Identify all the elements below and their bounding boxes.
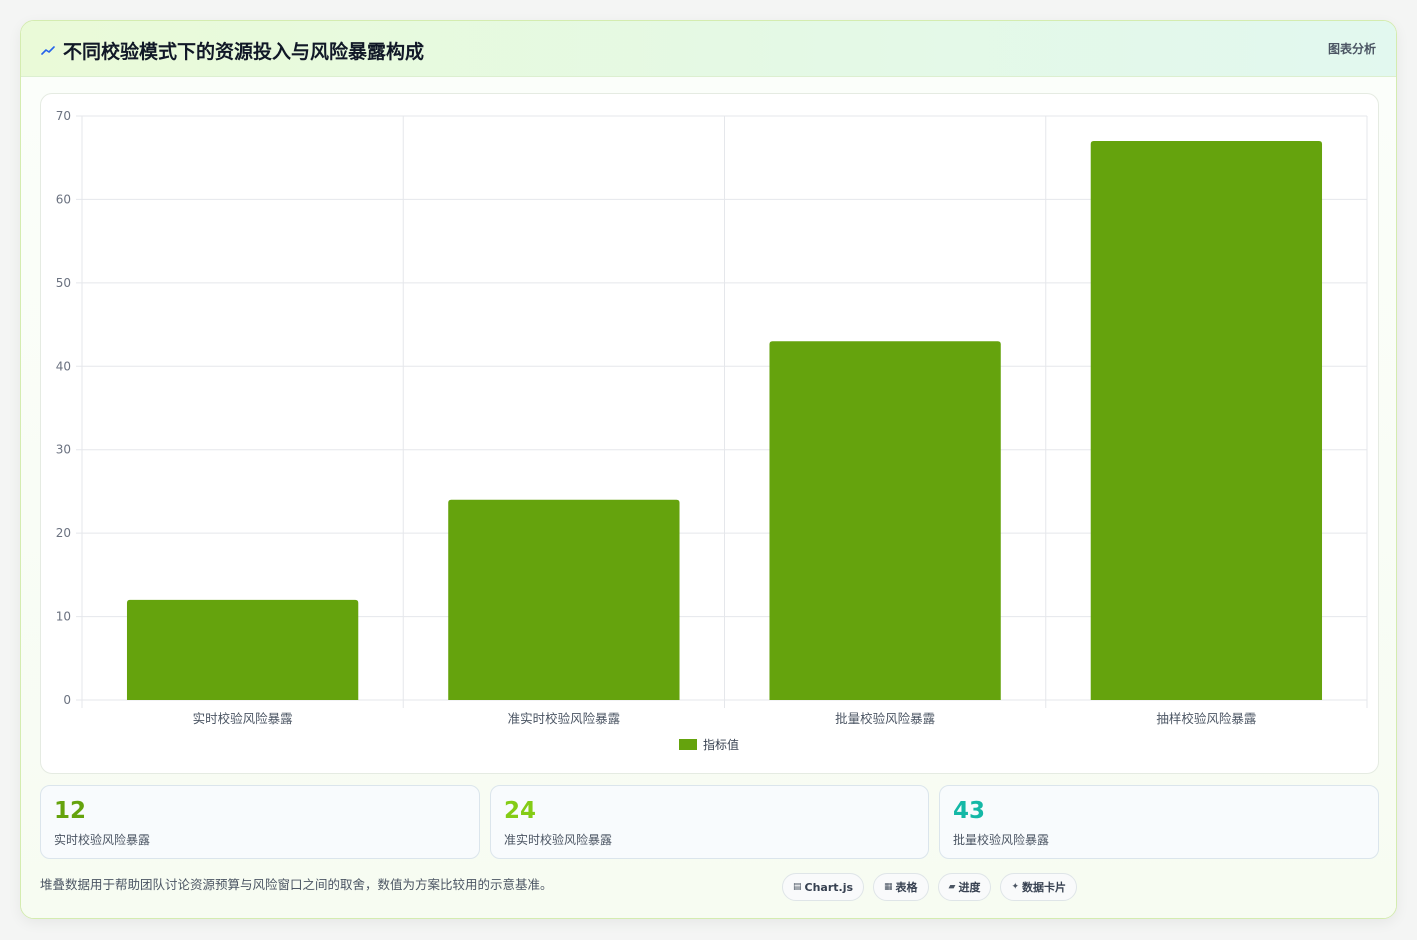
- x-tick-label: 准实时校验风险暴露: [508, 711, 621, 726]
- stat-value: 24: [504, 798, 537, 824]
- y-tick-label: 0: [63, 693, 71, 707]
- chart-panel: 0 10 20 30 40 50 60 70 实时校验风险暴露 准实时校验风险暴露 批量校验风险暴露…: [40, 93, 1379, 774]
- pill-progress[interactable]: ▰ 进度: [937, 873, 992, 901]
- chart-icon: ▤: [793, 882, 802, 892]
- pill-chartjs[interactable]: ▤ Chart.js: [782, 873, 865, 901]
- stat-value: 12: [54, 798, 87, 824]
- trend-icon: [41, 45, 55, 55]
- title-wrap: 不同校验模式下的资源投入与风险暴露构成: [41, 37, 424, 64]
- stat-card-3: 43 批量校验风险暴露: [939, 785, 1379, 859]
- stat-label: 批量校验风险暴露: [953, 833, 1050, 847]
- y-tick-label: 50: [56, 276, 71, 290]
- footnote: 堆叠数据用于帮助团队讨论资源预算与风险窗口之间的取舍，数值为方案比较用的示意基准…: [40, 877, 553, 892]
- stat-card-2: 24 准实时校验风险暴露: [490, 785, 929, 859]
- bar: [1090, 141, 1323, 700]
- y-tick-label: 30: [56, 443, 71, 457]
- bar-chart: 0 10 20 30 40 50 60 70 实时校验风险暴露 准实时校验风险暴露 批量校验风险暴露…: [56, 109, 1368, 752]
- y-tick-label: 70: [56, 109, 71, 123]
- x-tick-label: 批量校验风险暴露: [835, 711, 936, 726]
- pill-label: Chart.js: [804, 880, 854, 894]
- stat-card-1: 12 实时校验风险暴露: [40, 785, 480, 859]
- pill-row: ▤ Chart.js ▦ 表格 ▰ 进度 ✦ 数据卡片: [782, 873, 1078, 901]
- page-title: 不同校验模式下的资源投入与风险暴露构成: [63, 41, 425, 63]
- x-tick-label: 抽样校验风险暴露: [1156, 711, 1257, 726]
- pill-label: 进度: [958, 881, 981, 894]
- y-tick-label: 10: [56, 610, 71, 624]
- bar: [126, 599, 359, 700]
- header-tag[interactable]: 图表分析: [1327, 42, 1376, 56]
- chart-card: 不同校验模式下的资源投入与风险暴露构成 图表分析 0 10 20 30 40 50 60 70…: [20, 20, 1397, 919]
- bar: [448, 499, 680, 700]
- bar: [769, 341, 1001, 700]
- progress-icon: ▰: [948, 882, 956, 892]
- x-tick-label: 实时校验风险暴露: [193, 711, 294, 726]
- y-tick-label: 40: [56, 359, 71, 373]
- y-tick-label: 20: [56, 526, 71, 540]
- sparkle-icon: ✦: [1011, 882, 1020, 892]
- stat-label: 实时校验风险暴露: [54, 833, 151, 847]
- pill-label: 表格: [895, 881, 918, 894]
- legend-label: 指标值: [703, 737, 739, 752]
- stat-value: 43: [953, 798, 986, 824]
- y-tick-label: 60: [56, 192, 71, 206]
- pill-label: 数据卡片: [1022, 881, 1067, 894]
- table-icon: ▦: [884, 882, 893, 892]
- legend-swatch: [679, 739, 697, 750]
- pill-data-card[interactable]: ✦ 数据卡片: [1000, 873, 1078, 901]
- pill-table[interactable]: ▦ 表格: [873, 873, 929, 901]
- card-body: 0 10 20 30 40 50 60 70 实时校验风险暴露 准实时校验风险暴露 批量校验风险暴露…: [21, 77, 1396, 918]
- stat-label: 准实时校验风险暴露: [504, 833, 613, 847]
- card-header: 不同校验模式下的资源投入与风险暴露构成 图表分析: [21, 21, 1396, 77]
